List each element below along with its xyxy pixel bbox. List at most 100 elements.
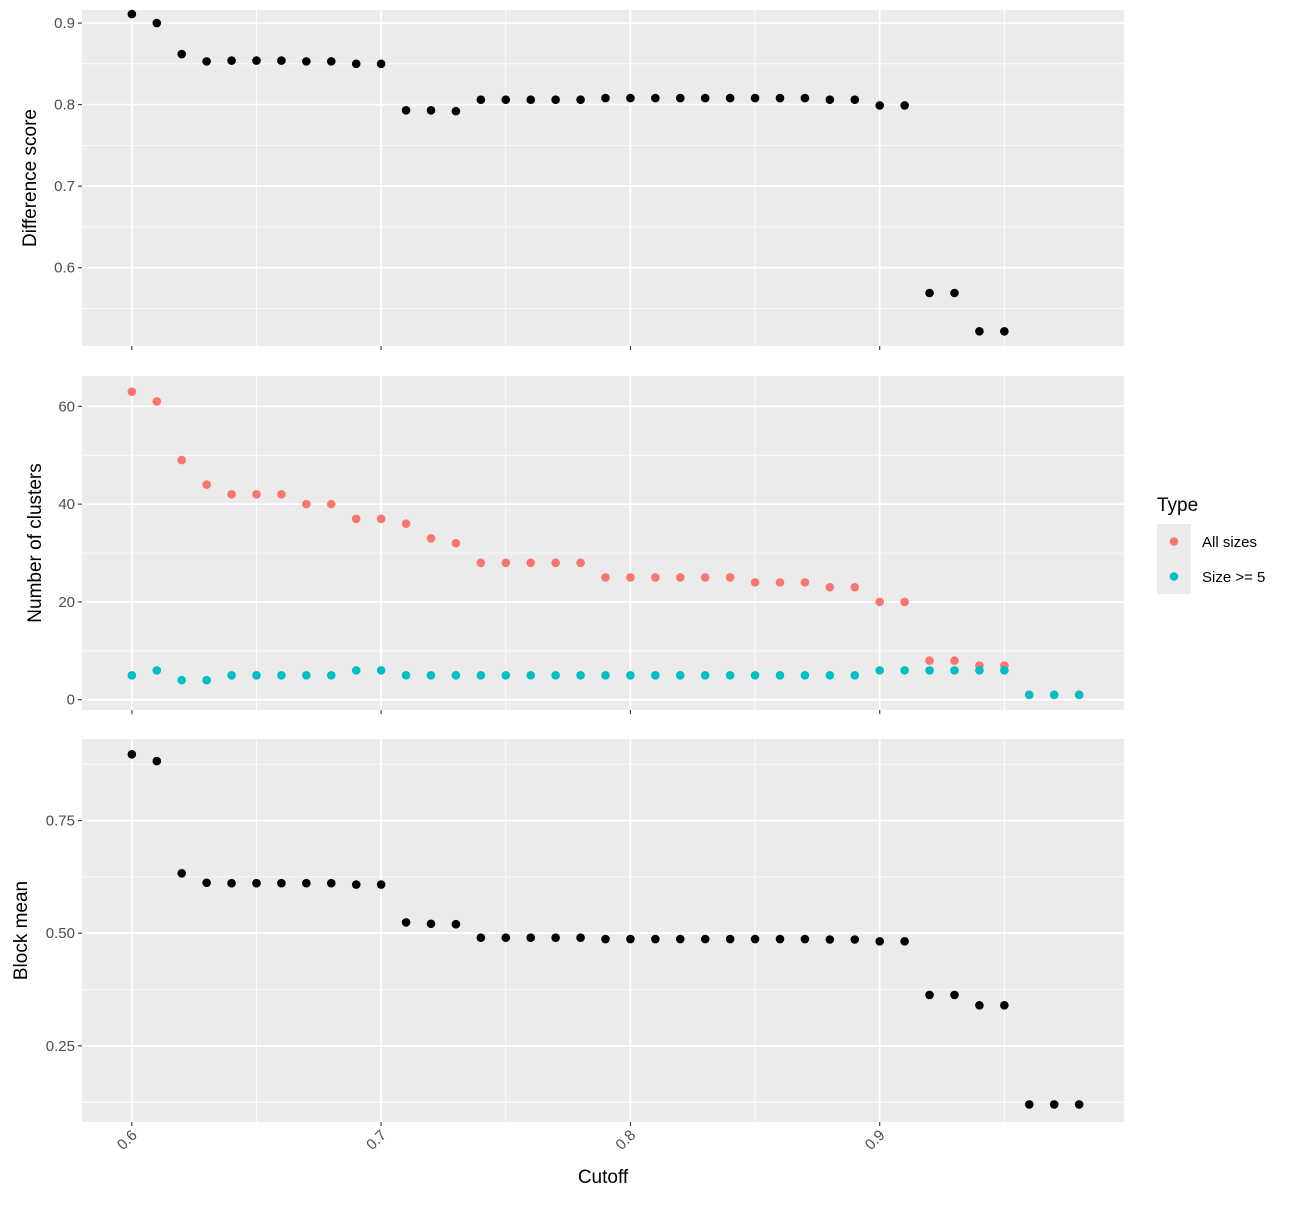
data-point — [576, 558, 585, 568]
data-point — [177, 455, 187, 465]
data-point — [675, 934, 685, 944]
data-point — [302, 670, 311, 680]
data-point — [700, 670, 710, 680]
data-point — [152, 397, 162, 406]
x-tick-label: 0.9 — [862, 1127, 889, 1154]
data-point — [675, 93, 685, 103]
data-point — [725, 93, 735, 103]
data-point — [401, 519, 411, 528]
data-point — [651, 573, 660, 582]
legend-label: All sizes — [1202, 534, 1257, 551]
data-point — [401, 670, 411, 680]
data-point — [551, 558, 560, 568]
data-point — [626, 93, 635, 103]
data-point — [277, 490, 286, 499]
data-point — [451, 670, 461, 680]
data-point — [725, 573, 735, 582]
data-point — [501, 933, 511, 943]
y-tick-label: 20 — [58, 594, 75, 611]
data-point — [351, 59, 361, 69]
data-point — [501, 95, 511, 105]
data-point — [152, 18, 162, 28]
y-tick-label: 0.9 — [54, 15, 75, 32]
data-point — [177, 868, 187, 878]
data-point — [277, 56, 286, 65]
data-point — [825, 582, 835, 592]
legend-title: Type — [1157, 495, 1198, 516]
data-point — [551, 670, 560, 680]
data-point — [675, 573, 685, 582]
data-point — [501, 558, 511, 568]
legend-key-point — [1169, 537, 1179, 546]
data-point — [875, 937, 885, 946]
data-point — [252, 490, 261, 499]
data-point — [875, 597, 885, 607]
data-point — [750, 578, 760, 587]
data-point — [576, 95, 585, 105]
data-point — [850, 95, 860, 105]
data-point — [302, 57, 311, 66]
data-point — [750, 670, 760, 680]
data-point — [227, 670, 236, 680]
data-point — [551, 95, 560, 105]
data-point — [825, 935, 835, 944]
data-point — [227, 490, 236, 499]
data-point — [725, 934, 735, 944]
data-point — [700, 573, 710, 582]
data-point — [252, 670, 261, 680]
data-point — [850, 582, 860, 592]
data-point — [476, 933, 486, 943]
data-point — [576, 933, 585, 943]
data-point — [601, 934, 610, 944]
data-point — [227, 878, 236, 888]
data-point — [426, 106, 436, 115]
data-point — [626, 934, 635, 944]
data-point — [775, 934, 785, 944]
data-point — [177, 675, 187, 685]
data-point — [351, 514, 361, 524]
data-point — [426, 919, 436, 929]
data-point — [700, 934, 710, 944]
data-point — [227, 56, 236, 65]
y-axis-title: Number of clusters — [25, 463, 46, 622]
data-point — [277, 670, 286, 680]
y-tick-label: 0.50 — [46, 925, 75, 942]
data-point — [875, 101, 885, 110]
panel-background — [82, 10, 1124, 346]
y-tick-label: 0.8 — [54, 97, 75, 114]
data-point — [975, 1000, 984, 1010]
data-point — [426, 670, 436, 680]
data-point — [750, 934, 760, 944]
data-point — [601, 670, 610, 680]
y-tick-label: 0.7 — [54, 178, 75, 195]
data-point — [1074, 690, 1084, 700]
y-tick-label: 40 — [58, 496, 75, 513]
data-point — [451, 919, 461, 929]
data-point — [925, 990, 934, 1000]
data-point — [576, 670, 585, 680]
data-point — [850, 935, 860, 944]
data-point — [601, 93, 610, 103]
data-point — [526, 558, 536, 568]
data-point — [775, 93, 785, 103]
data-point — [626, 573, 635, 582]
data-point — [800, 93, 810, 103]
data-point — [651, 93, 660, 103]
x-tick-label: 0.7 — [363, 1127, 390, 1154]
data-point — [975, 327, 984, 336]
data-point — [376, 880, 386, 889]
data-point — [202, 878, 211, 888]
data-point — [202, 57, 211, 66]
data-point — [127, 750, 137, 759]
data-point — [351, 880, 361, 889]
data-point — [675, 670, 685, 680]
data-point — [1000, 327, 1009, 336]
data-point — [152, 756, 162, 766]
data-point — [1074, 1100, 1084, 1109]
data-point — [725, 670, 735, 680]
data-point — [651, 670, 660, 680]
data-point — [152, 666, 162, 675]
data-point — [551, 933, 560, 943]
data-point — [302, 499, 311, 509]
